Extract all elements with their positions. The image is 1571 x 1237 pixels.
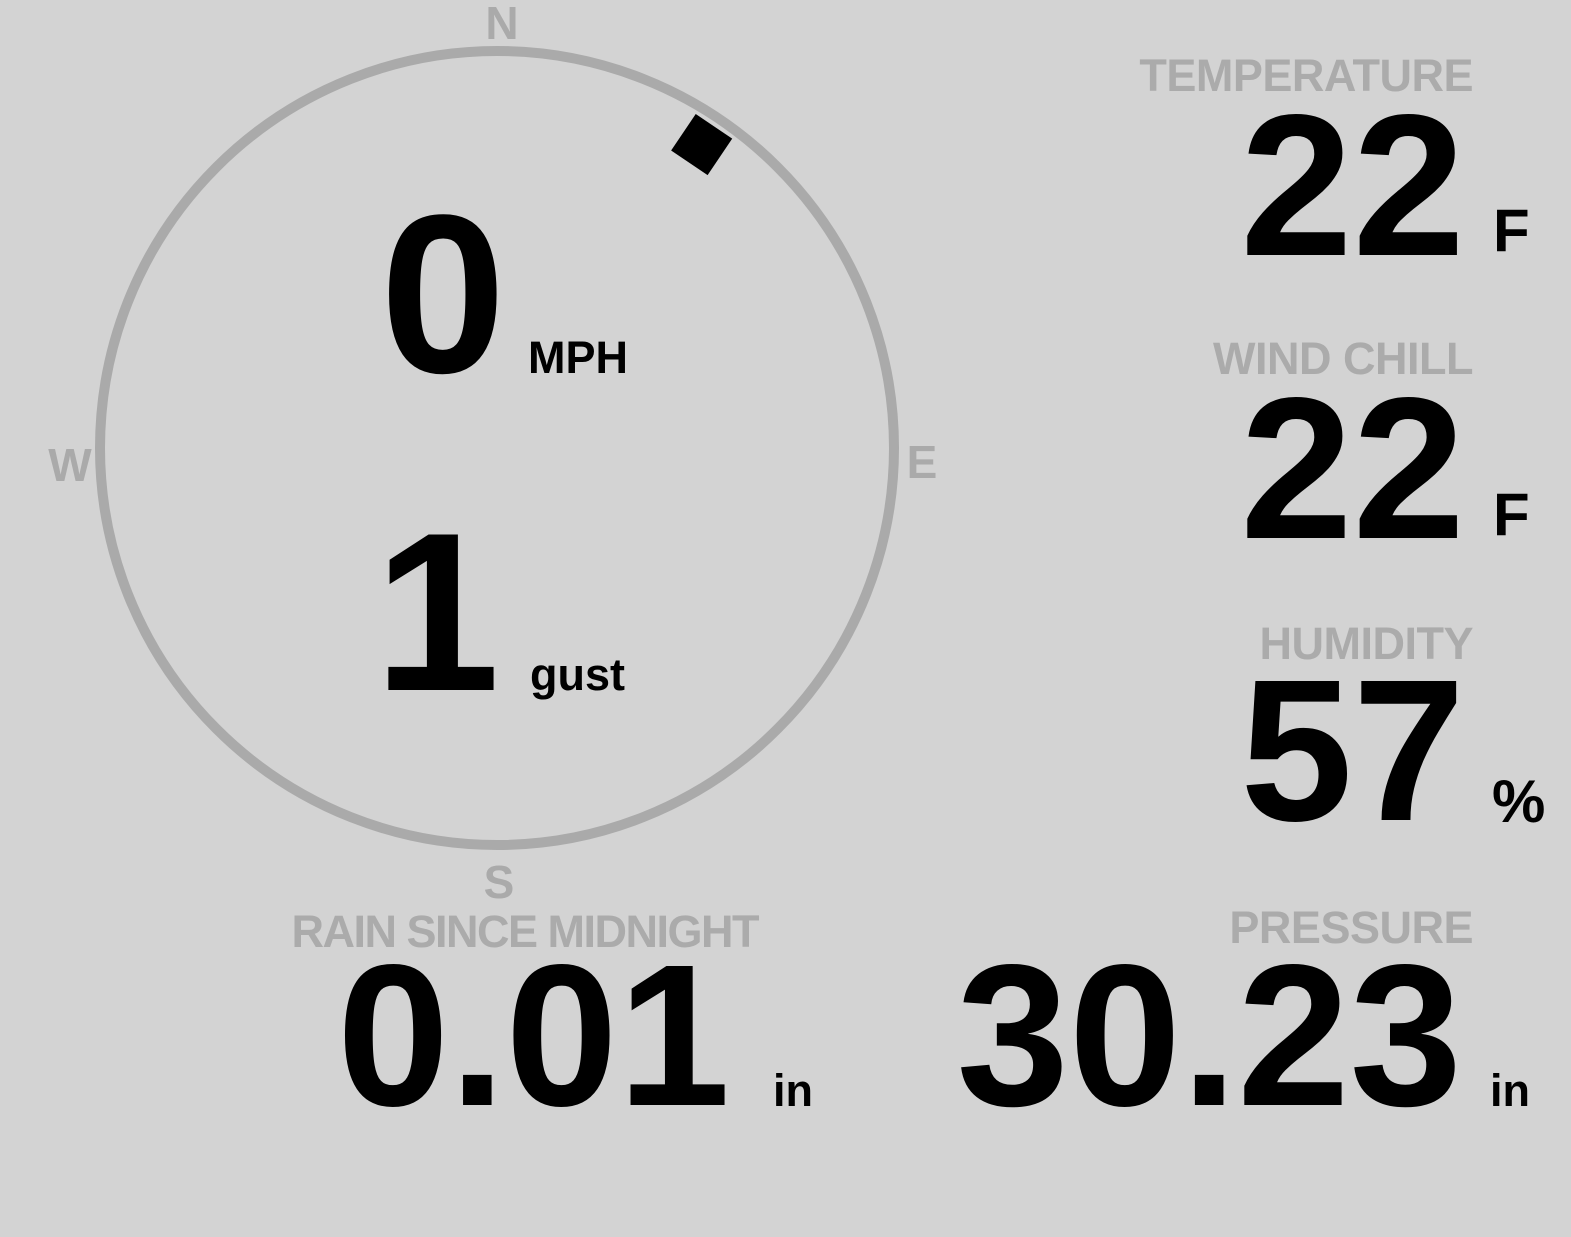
wind-chill-unit: F: [1493, 481, 1530, 548]
humidity-label: HUMIDITY: [1259, 618, 1474, 669]
humidity-unit: %: [1492, 768, 1546, 835]
pressure-unit: in: [1490, 1065, 1530, 1116]
compass-west-label: W: [48, 439, 92, 491]
compass-ring: [95, 46, 899, 850]
compass-south-label: S: [483, 856, 515, 908]
wind-speed-value: 0: [380, 167, 506, 420]
compass-east-label: E: [906, 436, 938, 488]
pressure-value: 30.23: [956, 922, 1463, 1148]
rain-label: RAIN SINCE MIDNIGHT: [291, 906, 760, 957]
temperature-unit: F: [1493, 197, 1530, 264]
temperature-label: TEMPERATURE: [1139, 50, 1473, 101]
temperature-value: 22: [1240, 72, 1465, 298]
rain-unit: in: [773, 1065, 813, 1116]
pressure-label: PRESSURE: [1229, 902, 1473, 953]
humidity-value: 57: [1240, 637, 1465, 863]
wind-gust-value: 1: [374, 485, 500, 738]
rain-value: 0.01: [337, 922, 731, 1148]
wind-chill-value: 22: [1240, 355, 1465, 581]
wind-chill-label: WIND CHILL: [1213, 333, 1473, 384]
wind-direction-marker: [671, 114, 733, 176]
wind-gust-unit: gust: [530, 649, 625, 700]
compass-north-label: N: [485, 0, 519, 49]
wind-speed-unit: MPH: [528, 332, 628, 383]
